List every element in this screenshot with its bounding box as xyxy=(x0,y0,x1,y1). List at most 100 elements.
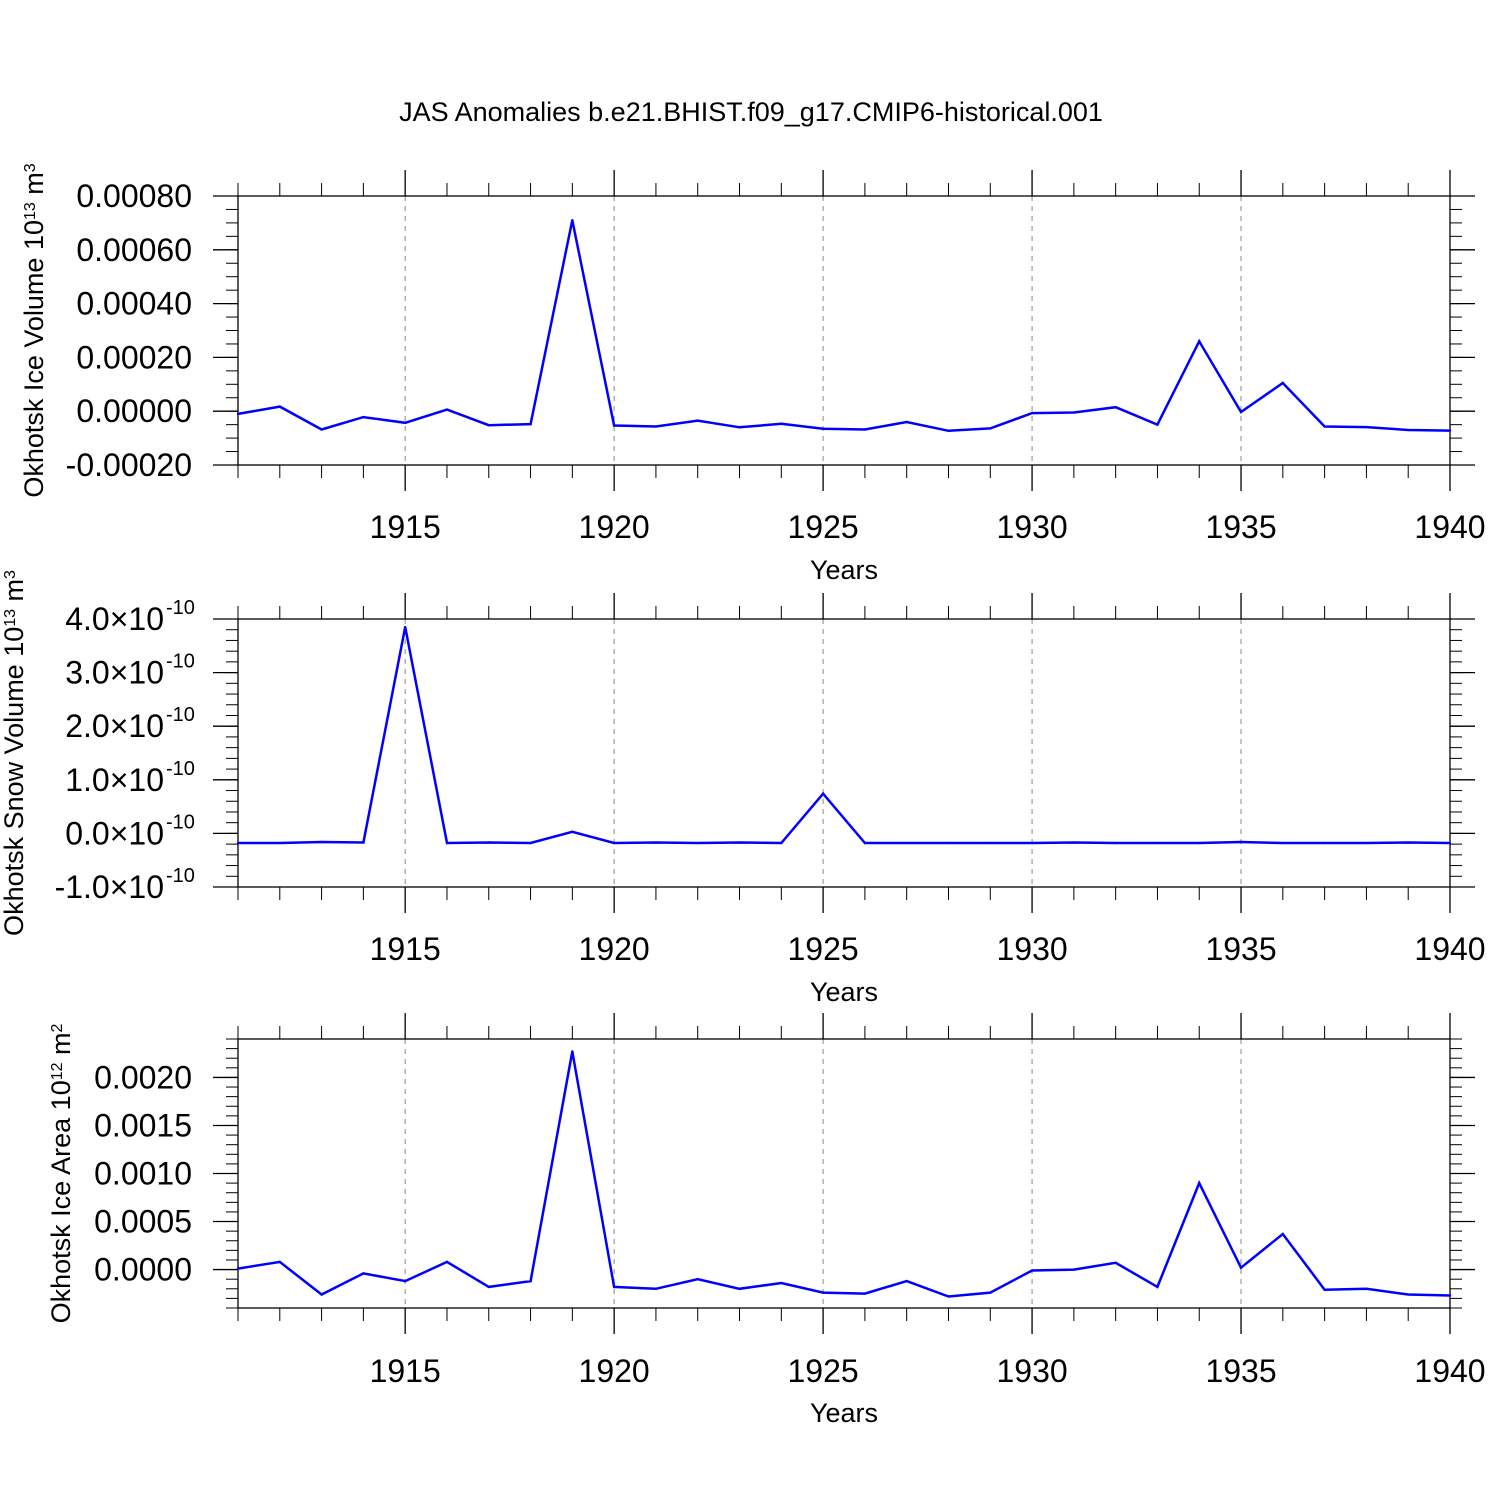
data-point xyxy=(780,422,783,426)
data-point xyxy=(1448,841,1452,845)
data-point xyxy=(654,841,658,844)
data-point xyxy=(1114,1261,1117,1265)
data-point xyxy=(487,841,490,844)
x-tick-label: 1940 xyxy=(1414,931,1485,967)
data-point xyxy=(1198,340,1201,343)
data-point xyxy=(529,841,532,845)
data-point xyxy=(654,425,658,428)
data-point xyxy=(1156,1285,1159,1289)
data-point xyxy=(1239,410,1243,414)
data-point xyxy=(1156,841,1159,845)
x-tick-label: 1925 xyxy=(788,1353,859,1389)
x-tick-label: 1915 xyxy=(370,1353,441,1389)
y-tick-exponent: -10 xyxy=(166,865,195,887)
data-point xyxy=(403,625,407,629)
data-point xyxy=(1156,423,1159,426)
y-axis-title-exponent: 12 xyxy=(49,1062,66,1080)
data-point xyxy=(1407,841,1410,844)
data-point xyxy=(1030,411,1034,415)
x-tick-label: 1920 xyxy=(579,1353,650,1389)
data-point xyxy=(1323,841,1326,845)
y-axis-title: Okhotsk Snow Volume 1013 m3 xyxy=(0,570,29,936)
x-tick-label: 1935 xyxy=(1205,1353,1276,1389)
data-point xyxy=(1030,1269,1034,1272)
data-point xyxy=(403,1279,407,1283)
data-point xyxy=(1072,411,1076,414)
data-point xyxy=(236,1267,240,1270)
x-tick-label: 1940 xyxy=(1414,509,1485,545)
y-tick-label: 1.0×10 xyxy=(65,762,164,798)
data-point xyxy=(571,830,574,833)
data-point xyxy=(863,1292,867,1295)
data-point xyxy=(654,1287,658,1290)
data-point xyxy=(780,1281,783,1285)
y-tick-label: 0.00040 xyxy=(76,286,192,322)
data-point xyxy=(989,1291,992,1294)
data-point xyxy=(320,428,323,431)
data-point xyxy=(1365,1287,1368,1290)
y-tick-exponent: -10 xyxy=(166,758,195,780)
y-tick-label: 0.0×10 xyxy=(65,815,164,851)
data-point xyxy=(1365,841,1368,845)
x-tick-label: 1920 xyxy=(579,509,650,545)
y-axis-title-unit: m xyxy=(0,579,29,609)
y-tick-label: 0.0000 xyxy=(94,1252,192,1288)
x-tick-label: 1915 xyxy=(370,931,441,967)
data-point xyxy=(1448,1294,1452,1297)
data-point xyxy=(445,841,449,845)
data-point xyxy=(236,412,240,416)
y-tick-label: 3.0×10 xyxy=(65,655,164,691)
y-axis-title-text: Okhotsk Ice Area 10 xyxy=(46,1080,76,1323)
y-tick-exponent: -10 xyxy=(166,811,195,833)
y-axis-title-unit-exponent: 2 xyxy=(49,1023,66,1032)
plot-frame xyxy=(237,195,1451,466)
data-point xyxy=(1239,840,1243,844)
plot-frame xyxy=(237,1038,1451,1309)
y-axis-title-exponent: 13 xyxy=(22,202,39,220)
y-axis-title-unit-exponent: 3 xyxy=(22,163,39,172)
series-line xyxy=(237,1051,1451,1298)
data-point xyxy=(1281,381,1285,385)
data-point xyxy=(362,1272,365,1275)
y-axis-title-unit: m xyxy=(19,172,49,202)
data-point xyxy=(989,427,992,430)
y-tick-label: 4.0×10 xyxy=(65,601,164,637)
data-point xyxy=(612,841,616,845)
series-line xyxy=(237,219,1451,433)
data-point xyxy=(571,219,574,222)
data-point xyxy=(362,841,365,844)
y-axis-title-unit: m xyxy=(46,1032,76,1062)
y-tick-label: 0.00060 xyxy=(76,232,192,268)
data-point xyxy=(905,420,908,424)
data-point xyxy=(1365,425,1368,429)
y-axis-title-unit-exponent: 3 xyxy=(2,570,19,579)
data-point xyxy=(403,421,407,424)
data-point xyxy=(278,405,281,408)
x-tick-label: 1930 xyxy=(996,1353,1067,1389)
y-tick-exponent: -10 xyxy=(166,651,195,673)
data-point xyxy=(362,415,365,419)
data-point xyxy=(738,1287,741,1290)
data-point xyxy=(863,428,867,431)
data-point xyxy=(1198,841,1201,845)
data-point xyxy=(278,841,281,845)
y-tick-label: 0.00020 xyxy=(76,339,192,375)
y-tick-label: 0.0010 xyxy=(94,1156,192,1192)
x-tick-label: 1920 xyxy=(579,931,650,967)
plot-frame xyxy=(237,618,1451,888)
data-point xyxy=(947,841,950,845)
data-point xyxy=(989,841,992,845)
y-tick-label: -0.00020 xyxy=(66,447,192,483)
data-point xyxy=(1407,428,1410,432)
data-point xyxy=(320,1293,323,1296)
data-point xyxy=(696,1277,699,1281)
data-point xyxy=(278,1260,281,1264)
y-axis-title: Okhotsk Ice Area 1012 m2 xyxy=(46,1023,76,1323)
y-tick-label: 2.0×10 xyxy=(65,708,164,744)
data-point xyxy=(445,408,449,411)
data-point xyxy=(1407,1293,1410,1296)
x-tick-label: 1925 xyxy=(788,931,859,967)
y-axis-title: Okhotsk Ice Volume 1013 m3 xyxy=(19,163,49,497)
x-axis-title: Years xyxy=(810,1398,878,1428)
